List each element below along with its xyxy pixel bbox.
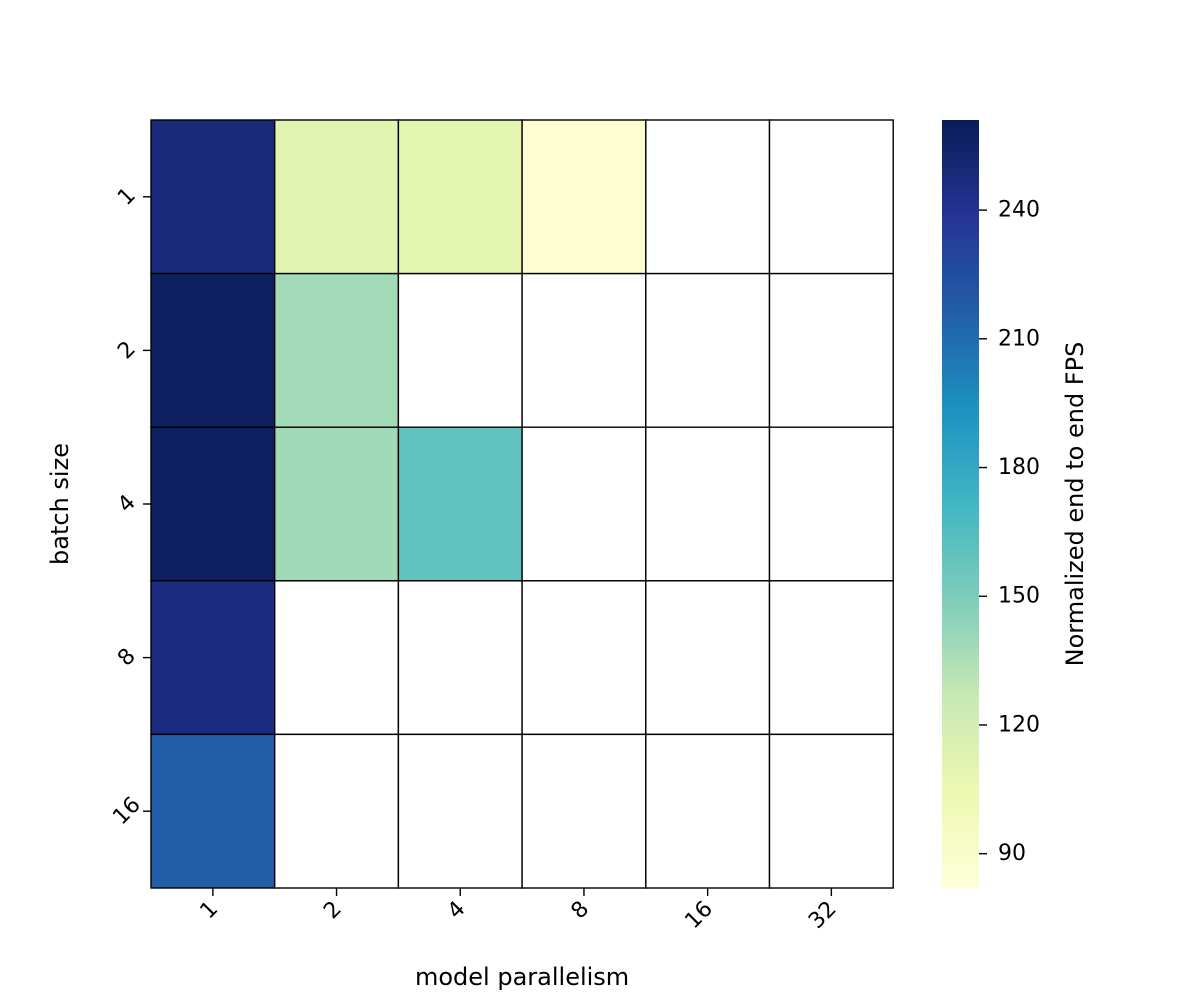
heatmap-cell-r4-c16 <box>645 426 771 582</box>
y-tick-label: 1 <box>113 183 141 211</box>
x-tick-label: 1 <box>196 897 224 925</box>
heatmap-cell-r2-c1 <box>150 272 276 428</box>
colorbar <box>942 120 979 888</box>
heatmap-cell-r4-c32 <box>768 426 894 582</box>
heatmap-cell-r2-c8 <box>521 272 647 428</box>
heatmap-cell-r2-c16 <box>645 272 771 428</box>
colorbar-tick-label: 90 <box>998 841 1026 866</box>
heatmap-cell-r8-c4 <box>397 580 523 736</box>
heatmap-cell-r16-c32 <box>768 733 894 889</box>
colorbar-tick-label: 120 <box>998 712 1040 737</box>
heatmap-cell-r1-c8 <box>521 119 647 275</box>
x-tick-label: 8 <box>567 897 595 925</box>
colorbar-tick-label: 150 <box>998 584 1040 609</box>
heatmap-cell-r8-c8 <box>521 580 647 736</box>
y-tick-label: 8 <box>113 644 141 672</box>
colorbar-tick-label: 240 <box>998 198 1040 223</box>
heatmap-cell-r1-c32 <box>768 119 894 275</box>
heatmap-cell-r1-c1 <box>150 119 276 275</box>
heatmap-cell-r4-c2 <box>274 426 400 582</box>
heatmap-cell-r2-c32 <box>768 272 894 428</box>
heatmap-cell-r2-c4 <box>397 272 523 428</box>
heatmap-cell-r16-c2 <box>274 733 400 889</box>
y-axis-label: batch size <box>46 443 74 565</box>
heatmap-cell-r4-c1 <box>150 426 276 582</box>
y-tick-label: 4 <box>113 490 141 518</box>
heatmap-cell-r1-c16 <box>645 119 771 275</box>
heatmap-cell-r16-c4 <box>397 733 523 889</box>
colorbar-tick-label: 210 <box>998 326 1040 351</box>
x-tick-label: 2 <box>319 897 347 925</box>
x-axis-label: model parallelism <box>415 963 629 991</box>
heatmap-cell-r8-c2 <box>274 580 400 736</box>
heatmap-cell-r16-c16 <box>645 733 771 889</box>
heatmap-cell-r8-c16 <box>645 580 771 736</box>
heatmap-cell-r1-c4 <box>397 119 523 275</box>
colorbar-label: Normalized end to end FPS <box>1061 342 1089 667</box>
heatmap-cell-r1-c2 <box>274 119 400 275</box>
y-tick-label: 16 <box>108 792 145 829</box>
colorbar-tick-label: 180 <box>998 455 1040 480</box>
y-tick-label: 2 <box>113 337 141 365</box>
heatmap-cell-r2-c2 <box>274 272 400 428</box>
x-tick-label: 4 <box>443 897 471 925</box>
heatmap-cell-r4-c4 <box>397 426 523 582</box>
heatmap-cell-r8-c32 <box>768 580 894 736</box>
heatmap-cell-r16-c8 <box>521 733 647 889</box>
x-tick-label: 32 <box>804 897 841 934</box>
heatmap-cell-r16-c1 <box>150 733 276 889</box>
heatmap-cell-r4-c8 <box>521 426 647 582</box>
x-tick-label: 16 <box>680 897 717 934</box>
heatmap-cell-r8-c1 <box>150 580 276 736</box>
